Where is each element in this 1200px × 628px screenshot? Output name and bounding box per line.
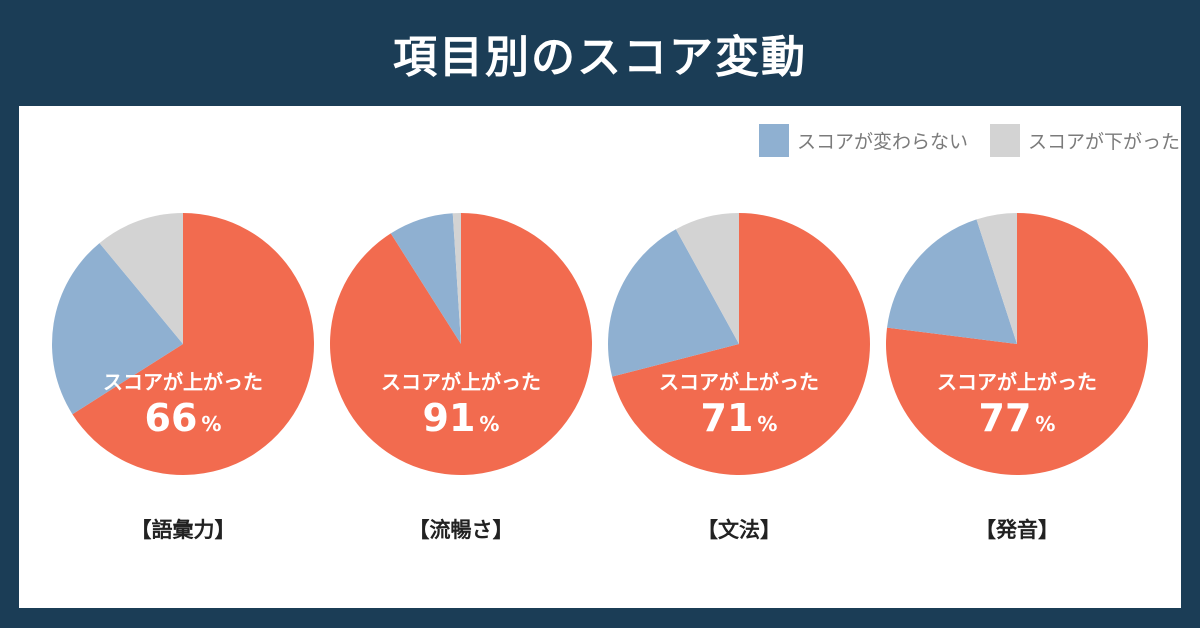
pie-slice-same xyxy=(887,219,1017,344)
pie-slice-same xyxy=(52,243,183,415)
pie-slice-up xyxy=(612,213,871,475)
pie-slice-down xyxy=(452,213,461,344)
category-label: 【文法】 xyxy=(697,518,781,542)
pie-up-label: スコアが上がった xyxy=(103,370,263,394)
category-label: 【語彙力】 xyxy=(131,518,236,542)
pie-value-label: 71% xyxy=(701,396,778,440)
legend-item-decreased: スコアが下がった xyxy=(989,124,1180,157)
pie-value-label: 77% xyxy=(979,396,1056,440)
pie-slice-down xyxy=(99,213,183,344)
pie-up-label: スコアが上がった xyxy=(937,370,1097,394)
legend-swatch-unchanged xyxy=(758,124,789,157)
pie-slice-same xyxy=(608,229,739,377)
legend-label-decreased: スコアが下がった xyxy=(1027,131,1180,153)
pie-up-label: スコアが上がった xyxy=(381,370,541,394)
category-label: 【発音】 xyxy=(975,518,1059,542)
category-label: 【流暢さ】 xyxy=(409,518,514,542)
pie-value-label: 91% xyxy=(423,396,500,440)
legend-item-unchanged: スコアが変わらない xyxy=(758,124,968,157)
legend-swatch-decreased xyxy=(989,124,1020,157)
pie-up-label: スコアが上がった xyxy=(659,370,819,394)
pie-slice-same xyxy=(390,213,461,344)
legend: スコアが変わらない スコアが下がった xyxy=(758,124,1180,157)
legend-label-unchanged: スコアが変わらない xyxy=(796,131,968,153)
pie-slice-down xyxy=(675,213,739,344)
pie-slice-up xyxy=(72,213,315,476)
page-title: 項目別のスコア変動 xyxy=(393,32,807,83)
pie-value-label: 66% xyxy=(145,396,222,440)
pie-slice-down xyxy=(976,213,1017,344)
